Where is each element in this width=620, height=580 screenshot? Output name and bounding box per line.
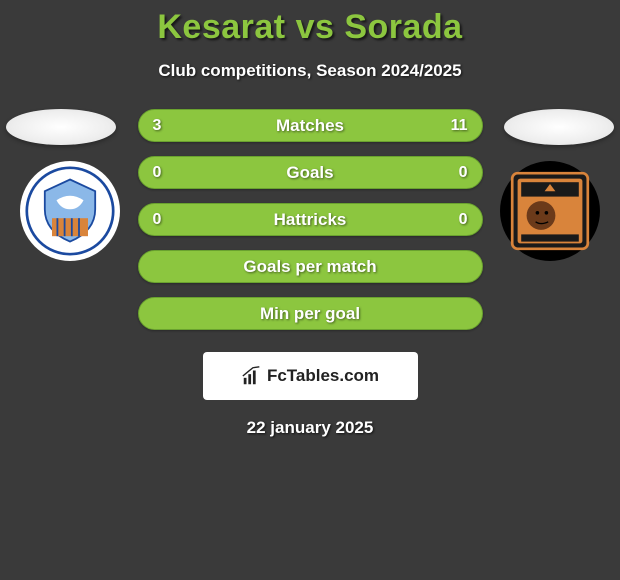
subtitle: Club competitions, Season 2024/2025 — [0, 61, 620, 81]
stats-list: 3 Matches 11 0 Goals 0 0 Hattricks 0 Goa… — [138, 109, 483, 330]
stat-label: Hattricks — [173, 210, 448, 230]
team-logo-right — [500, 161, 600, 261]
shield-icon — [505, 166, 595, 256]
stat-row: 0 Hattricks 0 — [138, 203, 483, 236]
stat-value-right: 0 — [448, 211, 468, 229]
player-ellipse-left — [6, 109, 116, 145]
date-text: 22 january 2025 — [0, 418, 620, 438]
shield-icon — [25, 166, 115, 256]
stat-label: Min per goal — [173, 304, 448, 324]
stat-label: Goals — [173, 163, 448, 183]
player-ellipse-right — [504, 109, 614, 145]
page-title: Kesarat vs Sorada — [0, 0, 620, 47]
stat-row: 0 Goals 0 — [138, 156, 483, 189]
stat-value-left: 0 — [153, 211, 173, 229]
stat-row: Min per goal — [138, 297, 483, 330]
stat-row: Goals per match — [138, 250, 483, 283]
comparison-content: 3 Matches 11 0 Goals 0 0 Hattricks 0 Goa… — [0, 109, 620, 438]
stat-label: Goals per match — [173, 257, 448, 277]
stat-value-right: 11 — [448, 117, 468, 135]
chart-icon — [241, 365, 263, 387]
watermark: FcTables.com — [203, 352, 418, 400]
stat-value-right: 0 — [448, 164, 468, 182]
watermark-text: FcTables.com — [267, 366, 379, 386]
stat-value-left: 0 — [153, 164, 173, 182]
stat-row: 3 Matches 11 — [138, 109, 483, 142]
stat-label: Matches — [173, 116, 448, 136]
team-logo-left — [20, 161, 120, 261]
stat-value-left: 3 — [153, 117, 173, 135]
